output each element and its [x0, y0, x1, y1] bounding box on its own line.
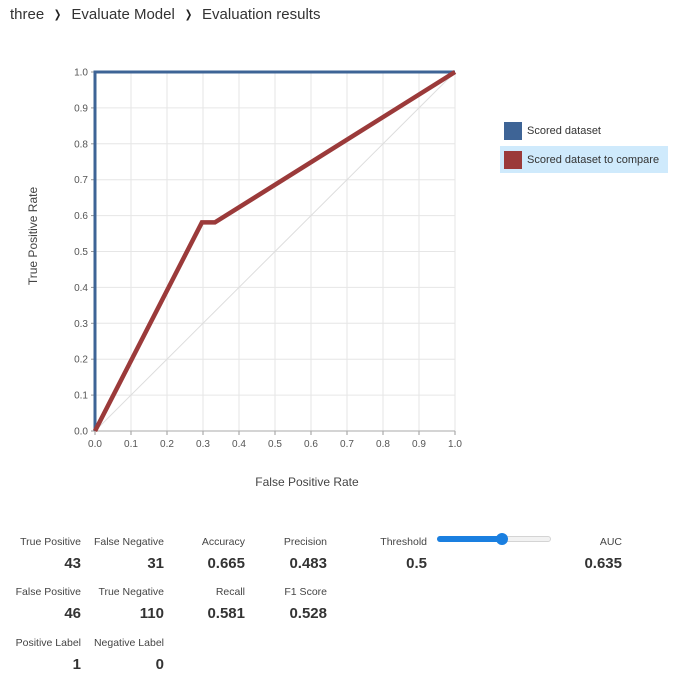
metric-label: Recall — [215, 586, 245, 598]
y-tick-label: 0.0 — [74, 427, 88, 438]
metric-value: 0.528 — [289, 605, 327, 622]
legend-item-scored-dataset-to-compare[interactable]: Scored dataset to compare — [500, 146, 668, 173]
y-tick-label: 1.0 — [74, 68, 88, 79]
metric-label: F1 Score — [284, 586, 327, 598]
x-tick-label: 0.5 — [268, 439, 282, 450]
metric-false-negative: False Negative 31 — [94, 535, 164, 572]
y-tick-label: 0.6 — [74, 211, 88, 222]
metric-f1-score: F1 Score 0.528 — [284, 585, 327, 622]
x-tick-label: 0.1 — [124, 439, 138, 450]
y-tick-label: 0.5 — [74, 247, 88, 258]
series-line-scored-dataset[interactable] — [93, 70, 455, 431]
metric-label: Threshold — [380, 536, 427, 548]
x-tick-label: 0.2 — [160, 439, 174, 450]
breadcrumb-item-current: Evaluation results — [202, 5, 321, 23]
legend-label: Scored dataset — [527, 124, 601, 137]
chart-series — [92, 70, 457, 433]
metric-recall: Recall 0.581 — [207, 585, 245, 622]
metric-value: 0.665 — [207, 555, 245, 572]
metric-label: AUC — [599, 536, 622, 548]
metric-label: False Positive — [15, 586, 81, 598]
y-tick-label: 0.9 — [74, 103, 88, 114]
chevron-right-icon: ❯ — [54, 8, 62, 21]
metric-value: 0.5 — [406, 555, 427, 572]
metric-value: 0.635 — [584, 555, 622, 572]
metric-label: Accuracy — [201, 536, 245, 548]
x-tick-label: 0.6 — [304, 439, 318, 450]
y-tick-label: 0.3 — [74, 319, 88, 330]
x-tick-label: 0.9 — [412, 439, 426, 450]
metric-value: 43 — [64, 555, 81, 572]
chevron-right-icon: ❯ — [184, 8, 193, 21]
metric-value: 110 — [139, 605, 164, 622]
metric-label: Precision — [283, 536, 327, 548]
y-tick-label: 0.8 — [74, 139, 88, 150]
legend-swatch — [504, 150, 522, 169]
breadcrumb: three ❯ Evaluate Model ❯ Evaluation resu… — [10, 4, 320, 24]
metric-value: 1 — [72, 656, 81, 673]
series-line-scored-dataset-to-compare[interactable] — [92, 70, 457, 433]
metric-value: 46 — [64, 605, 81, 622]
metric-value: 31 — [147, 555, 164, 572]
metric-threshold: Threshold 0.5 — [380, 535, 427, 572]
chart-tick-labels: 0.0 0.1 0.2 0.3 0.4 0.5 0.6 0.7 0.8 0.9 1.0 0.0 0.1 0… — [74, 68, 462, 451]
metric-positive-label: Positive Label 1 — [16, 636, 81, 673]
metric-label: True Negative — [98, 586, 164, 598]
breadcrumb-item-experiment[interactable]: three — [10, 5, 45, 23]
slider-thumb[interactable] — [495, 533, 508, 545]
x-tick-label: 0.8 — [376, 439, 390, 450]
threshold-slider[interactable] — [437, 533, 551, 545]
y-tick-label: 0.1 — [74, 391, 88, 402]
metric-true-negative: True Negative 110 — [98, 585, 164, 622]
x-axis-label: False Positive Rate — [255, 475, 359, 489]
x-tick-label: 0.3 — [196, 439, 210, 450]
y-tick-label: 0.2 — [74, 355, 88, 366]
x-tick-label: 1.0 — [448, 439, 462, 450]
metric-value: 0.581 — [207, 605, 245, 622]
x-tick-label: 0.0 — [88, 439, 102, 450]
y-tick-label: 0.4 — [74, 283, 88, 294]
chart-legend: Scored dataset Scored dataset to compare — [500, 117, 668, 175]
metric-precision: Precision 0.483 — [284, 535, 327, 572]
x-tick-label: 0.4 — [232, 439, 246, 450]
metric-label: Positive Label — [15, 637, 81, 649]
breadcrumb-item-module[interactable]: Evaluate Model — [71, 5, 175, 23]
legend-item-scored-dataset[interactable]: Scored dataset — [500, 117, 668, 144]
metric-accuracy: Accuracy 0.665 — [202, 535, 245, 572]
metric-label: False Negative — [93, 536, 164, 548]
metric-label: Negative Label — [93, 637, 164, 649]
metric-false-positive: False Positive 46 — [16, 585, 81, 622]
legend-label: Scored dataset to compare — [527, 153, 660, 166]
y-axis-label: True Positive Rate — [26, 187, 40, 286]
legend-swatch — [504, 121, 522, 140]
diagonal-reference-line — [94, 71, 456, 432]
metric-auc: AUC 0.635 — [584, 535, 622, 572]
y-tick-label: 0.7 — [74, 175, 88, 186]
metric-negative-label: Negative Label 0 — [94, 636, 164, 673]
x-tick-label: 0.7 — [340, 439, 354, 450]
metric-value: 0 — [155, 656, 164, 673]
slider-fill — [437, 536, 502, 542]
metric-label: True Positive — [20, 536, 81, 548]
roc-chart: 0.0 0.1 0.2 0.3 0.4 0.5 0.6 0.7 0.8 0.9 1.0 0.0 0.1 0… — [26, 68, 462, 490]
metric-value: 0.483 — [289, 555, 327, 572]
metric-true-positive: True Positive 43 — [20, 535, 81, 572]
